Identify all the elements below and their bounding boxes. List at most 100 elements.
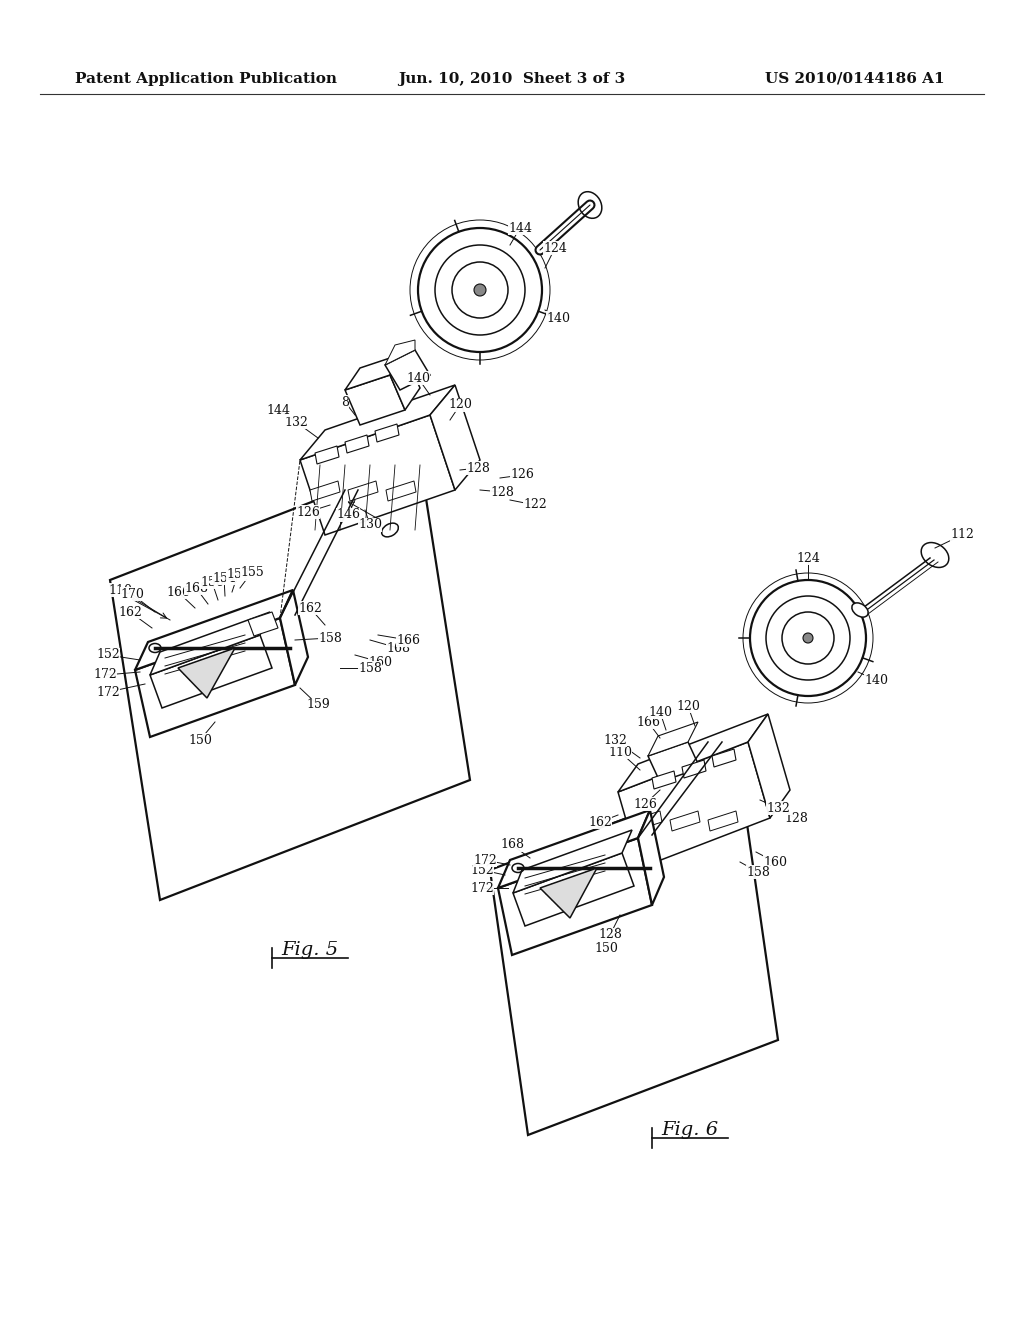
Polygon shape (150, 635, 272, 708)
Polygon shape (135, 618, 295, 737)
Text: 172: 172 (96, 685, 120, 698)
Polygon shape (135, 590, 293, 671)
Text: 144: 144 (508, 222, 532, 235)
Circle shape (803, 634, 813, 643)
Polygon shape (618, 714, 768, 792)
Polygon shape (300, 385, 455, 459)
Circle shape (474, 284, 486, 296)
Text: 140: 140 (546, 312, 570, 325)
Text: 160: 160 (368, 656, 392, 668)
Polygon shape (315, 446, 339, 465)
Text: 172: 172 (470, 882, 494, 895)
Ellipse shape (852, 603, 868, 618)
Text: Patent Application Publication: Patent Application Publication (75, 71, 337, 86)
Text: 122: 122 (523, 499, 547, 511)
Text: 110: 110 (108, 583, 132, 597)
Polygon shape (638, 810, 664, 906)
Polygon shape (375, 424, 399, 442)
Polygon shape (300, 414, 455, 535)
Polygon shape (386, 480, 416, 502)
Text: 166: 166 (166, 586, 190, 598)
Text: 124: 124 (543, 242, 567, 255)
Text: 140: 140 (648, 705, 672, 718)
Text: 168: 168 (386, 642, 410, 655)
Text: 158: 158 (358, 661, 382, 675)
Polygon shape (498, 810, 650, 888)
Polygon shape (310, 480, 340, 502)
Text: 166: 166 (636, 715, 660, 729)
Polygon shape (430, 385, 480, 490)
Polygon shape (498, 838, 652, 954)
Text: 126: 126 (296, 506, 319, 519)
Text: Jun. 10, 2010  Sheet 3 of 3: Jun. 10, 2010 Sheet 3 of 3 (398, 71, 626, 86)
Text: 120: 120 (449, 399, 472, 412)
Text: 128: 128 (466, 462, 489, 474)
Text: 140: 140 (864, 673, 888, 686)
Polygon shape (632, 810, 662, 832)
Text: 158: 158 (746, 866, 770, 879)
Polygon shape (490, 775, 778, 1135)
Polygon shape (280, 590, 308, 685)
Text: 120: 120 (676, 700, 700, 713)
Polygon shape (708, 810, 738, 832)
Text: 144: 144 (266, 404, 290, 417)
Polygon shape (712, 748, 736, 767)
Text: 156: 156 (200, 576, 224, 589)
Text: 140: 140 (406, 371, 430, 384)
Text: 150: 150 (594, 941, 617, 954)
Text: 154: 154 (212, 572, 236, 585)
Polygon shape (345, 436, 369, 453)
Text: 128: 128 (784, 812, 808, 825)
Polygon shape (513, 830, 632, 894)
Text: 158: 158 (318, 631, 342, 644)
Polygon shape (652, 771, 676, 789)
Text: 8: 8 (341, 396, 349, 408)
Polygon shape (513, 853, 634, 927)
Polygon shape (178, 648, 234, 698)
Polygon shape (248, 612, 278, 636)
Polygon shape (670, 810, 700, 832)
Text: 126: 126 (633, 797, 657, 810)
Polygon shape (540, 869, 597, 917)
Text: Fig. 5: Fig. 5 (282, 941, 339, 960)
Text: 124: 124 (796, 552, 820, 565)
Polygon shape (390, 352, 420, 411)
Polygon shape (348, 480, 378, 502)
Text: 155: 155 (240, 565, 264, 578)
Text: Fig. 6: Fig. 6 (662, 1121, 719, 1139)
Polygon shape (385, 341, 415, 366)
Text: 132: 132 (284, 416, 308, 429)
Polygon shape (682, 760, 706, 777)
Polygon shape (345, 375, 406, 425)
Text: 126: 126 (510, 469, 534, 482)
Text: 160: 160 (763, 855, 787, 869)
Text: 157: 157 (226, 568, 250, 581)
Polygon shape (150, 612, 270, 675)
Text: 168: 168 (500, 838, 524, 851)
Text: 132: 132 (766, 801, 790, 814)
Text: 112: 112 (950, 528, 974, 541)
Polygon shape (385, 350, 430, 389)
Text: 170: 170 (120, 587, 144, 601)
Text: 168: 168 (184, 582, 208, 594)
Text: 150: 150 (188, 734, 212, 747)
Polygon shape (648, 742, 700, 781)
Polygon shape (345, 352, 406, 389)
Polygon shape (648, 722, 698, 756)
Text: 172: 172 (473, 854, 497, 866)
Text: 166: 166 (396, 634, 420, 647)
Polygon shape (748, 714, 790, 818)
Text: US 2010/0144186 A1: US 2010/0144186 A1 (765, 71, 945, 86)
Text: 172: 172 (93, 668, 117, 681)
Text: 146: 146 (336, 508, 360, 521)
Text: 162: 162 (588, 816, 612, 829)
Text: 162: 162 (118, 606, 142, 619)
Text: 130: 130 (358, 519, 382, 532)
Polygon shape (618, 742, 770, 869)
Text: 162: 162 (298, 602, 322, 615)
Text: 152: 152 (470, 863, 494, 876)
Text: 159: 159 (306, 698, 330, 711)
Text: 128: 128 (598, 928, 622, 941)
Text: 132: 132 (603, 734, 627, 747)
Text: 152: 152 (96, 648, 120, 661)
